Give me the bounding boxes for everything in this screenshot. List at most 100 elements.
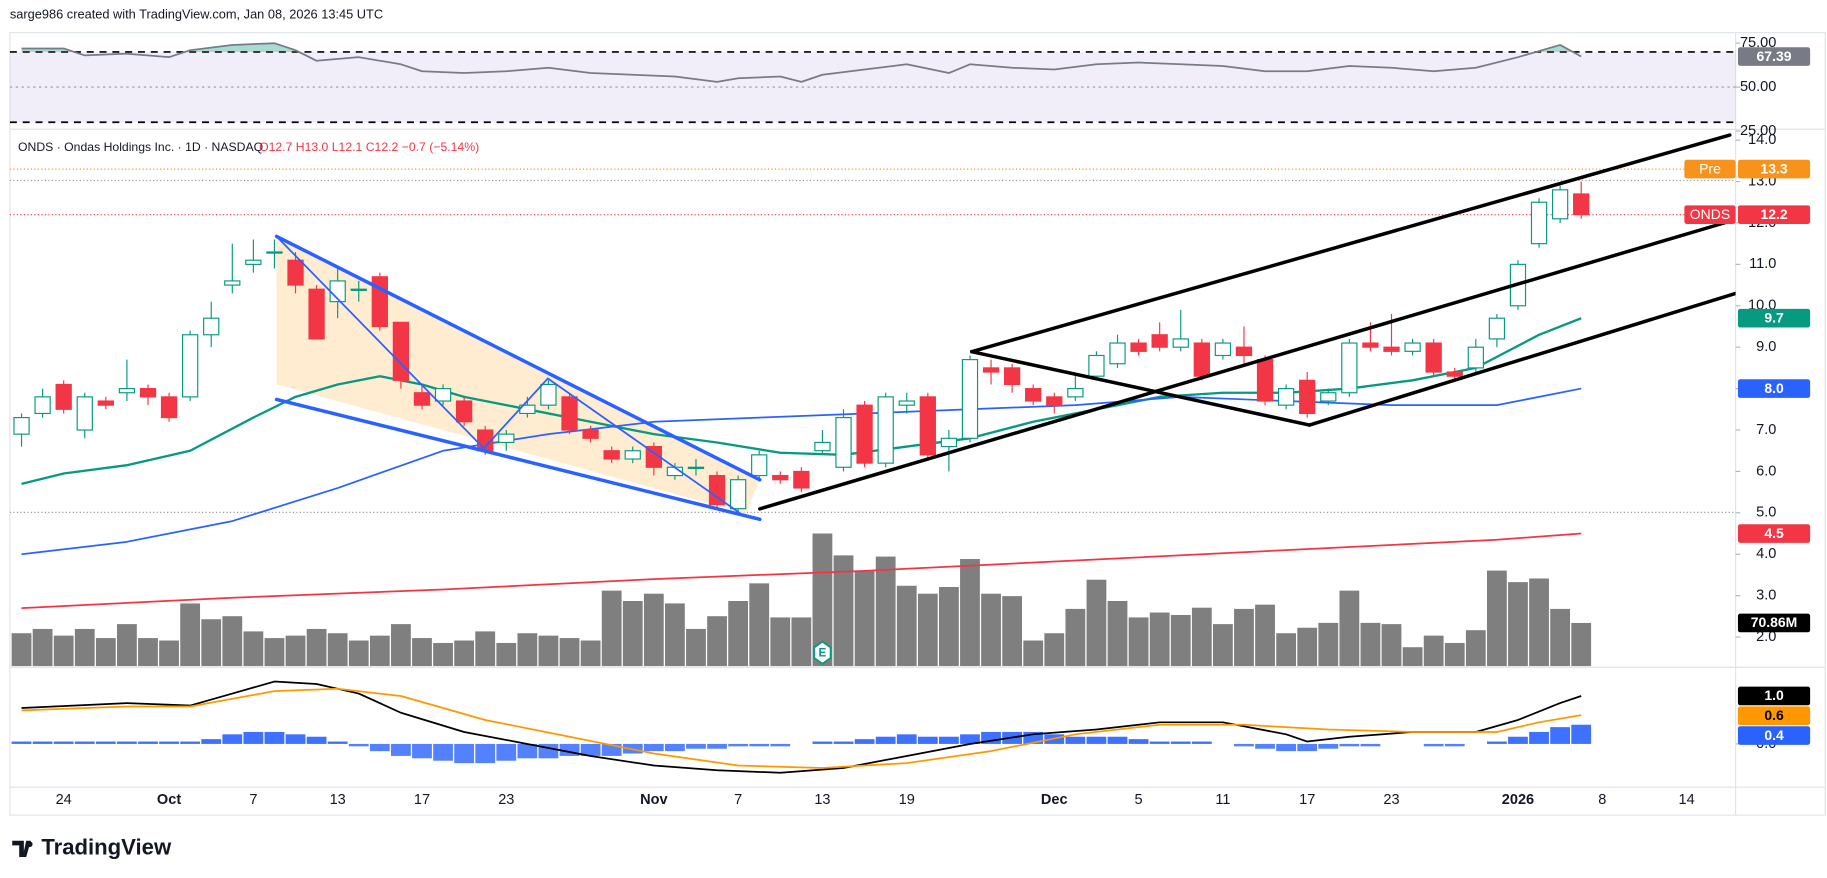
macd-line xyxy=(21,687,1582,769)
candle-body xyxy=(687,466,705,470)
candle-body xyxy=(898,400,915,406)
macd-pane xyxy=(11,680,1592,774)
volume-bar xyxy=(538,635,559,667)
candle-body xyxy=(708,474,726,506)
name-tag xyxy=(1684,159,1736,179)
volume-bar xyxy=(53,635,74,667)
candle-body xyxy=(1362,342,1379,348)
wedge-zigzag xyxy=(275,235,740,514)
macd-histogram-bar xyxy=(1255,743,1275,749)
candle-body xyxy=(814,441,831,452)
candle-body xyxy=(1130,342,1147,352)
macd-histogram-bar xyxy=(665,743,685,752)
volume-bar xyxy=(833,555,854,667)
macd-histogram-bar xyxy=(1107,736,1128,744)
macd-histogram-bar xyxy=(327,741,348,744)
macd-histogram-bar xyxy=(391,743,411,756)
candle-body xyxy=(1341,342,1358,394)
macd-histogram-bar xyxy=(1276,743,1297,752)
candle-body xyxy=(561,396,578,431)
volume-bar xyxy=(1508,582,1528,667)
volume-bar xyxy=(159,640,179,667)
macd-histogram-bar xyxy=(601,743,622,756)
volume-bar xyxy=(117,624,137,667)
macd-histogram-bar xyxy=(475,743,496,764)
volume-bar xyxy=(1465,630,1486,667)
y-tick-label: 11.0 xyxy=(1749,256,1776,272)
volume-bar xyxy=(917,593,938,667)
macd-histogram-bar xyxy=(433,743,453,761)
volume-bar xyxy=(222,616,243,667)
candle-body xyxy=(1046,396,1063,406)
candle-body xyxy=(1172,338,1189,348)
value-tag xyxy=(1737,205,1811,224)
volume-bar xyxy=(1234,608,1254,667)
moving-average xyxy=(21,317,1582,485)
candle-body xyxy=(645,445,662,468)
candle-body xyxy=(1277,388,1295,406)
volume-bar xyxy=(622,600,643,667)
volume-bar xyxy=(1297,627,1318,667)
candle-body xyxy=(350,288,367,291)
volume-bar xyxy=(95,638,116,667)
volume-bar xyxy=(580,640,601,667)
volume-bar xyxy=(243,631,264,667)
y-tick-label: 7.0 xyxy=(1756,422,1776,438)
candle-body xyxy=(245,259,262,265)
volume-bar xyxy=(559,638,580,667)
macd-histogram-bar xyxy=(412,743,432,759)
volume-bar xyxy=(939,587,959,667)
candle-body xyxy=(1425,342,1442,373)
macd-histogram-bar xyxy=(348,743,369,747)
volume-bar xyxy=(1423,635,1444,667)
macd-histogram-bar xyxy=(875,736,896,744)
price-pane xyxy=(13,181,1590,609)
volume-bar xyxy=(1149,612,1170,667)
macd-histogram-bar xyxy=(1128,739,1149,744)
candle-body xyxy=(76,396,93,431)
volume-bar xyxy=(791,617,812,667)
y-tick-label: 75.00 xyxy=(1740,35,1776,51)
macd-histogram-bar xyxy=(580,743,601,756)
macd-histogram-bar xyxy=(1149,741,1170,744)
x-tick-label: 11 xyxy=(1215,792,1230,808)
volume-bar xyxy=(517,633,538,667)
volume-bar xyxy=(643,593,664,667)
moving-average xyxy=(21,387,1582,556)
macd-histogram-bar xyxy=(1086,736,1107,744)
macd-histogram-bar xyxy=(749,743,770,747)
candle-body xyxy=(793,470,810,489)
macd-line xyxy=(21,680,1582,774)
volume-bar xyxy=(264,638,285,667)
y-tick-label: 2.0 xyxy=(1756,629,1776,645)
macd-histogram-bar xyxy=(1234,743,1254,747)
macd-histogram-bar xyxy=(1191,741,1212,744)
macd-histogram-bar xyxy=(32,741,53,744)
volume-bar xyxy=(875,556,896,667)
macd-histogram-bar xyxy=(1318,743,1339,749)
candle-body xyxy=(13,417,30,435)
macd-histogram-bar xyxy=(1023,731,1044,744)
candle-body xyxy=(1003,367,1021,386)
value-tag-label: 1.0 xyxy=(1764,687,1784,703)
macd-histogram-bar xyxy=(939,736,959,744)
wedge-fill xyxy=(276,236,760,514)
volume-bar xyxy=(1402,647,1423,667)
volume-bar xyxy=(1086,579,1107,667)
macd-histogram-bar xyxy=(1297,743,1318,752)
channel-drop xyxy=(969,349,1312,427)
volume-bar xyxy=(749,583,770,667)
value-tag-label: 9.7 xyxy=(1764,309,1784,325)
x-tick-label: Nov xyxy=(640,792,668,808)
candle-body xyxy=(160,396,178,419)
candle-body xyxy=(835,417,852,468)
candle-body xyxy=(1235,346,1253,357)
volume-bar xyxy=(32,628,53,667)
logo: TradingView xyxy=(12,835,172,860)
macd-histogram-bar xyxy=(159,741,179,744)
x-tick-label: Dec xyxy=(1041,792,1068,808)
volume-bar xyxy=(1444,642,1465,667)
candle-body xyxy=(1467,346,1484,369)
x-tick-label: 14 xyxy=(1678,792,1694,808)
